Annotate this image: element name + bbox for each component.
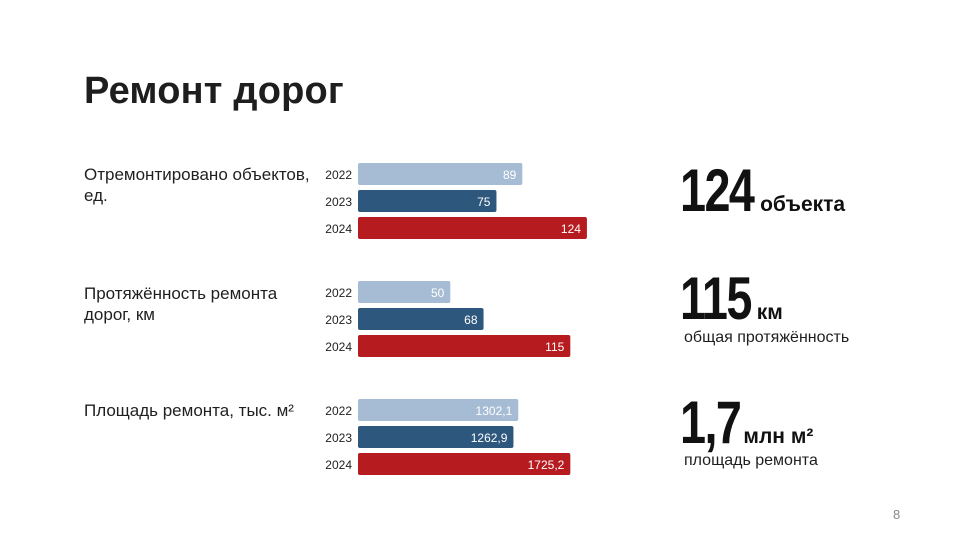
year-label-2022: 2022 — [325, 404, 352, 418]
chart-length-svg: 2022 50 2023 68 2024 115 — [325, 281, 571, 357]
year-label-2022: 2022 — [325, 168, 352, 182]
highlight-length-caption: общая протяжённость — [684, 329, 850, 346]
year-label-2023: 2023 — [325, 313, 352, 327]
year-label-2023: 2023 — [325, 195, 352, 209]
chart-area: 2022 1302,1 2023 1262,9 2024 1725,2 — [318, 396, 618, 476]
bar-2023 — [358, 308, 484, 330]
year-label-2023: 2023 — [325, 431, 352, 445]
highlight-area-unit: млн м² — [743, 425, 814, 448]
bar-2023 — [358, 426, 514, 448]
bar-value-label-2022: 1302,1 — [476, 404, 513, 418]
chart-label-area: Площадь ремонта, тыс. м² — [84, 401, 294, 420]
bar-value-label-2024: 1725,2 — [528, 458, 565, 472]
bar-2024 — [358, 453, 571, 475]
year-label-2022: 2022 — [325, 286, 352, 300]
bar-value-label-2023: 68 — [464, 313, 478, 327]
year-label-2024: 2024 — [325, 458, 352, 472]
bar-value-label-2022: 50 — [431, 286, 445, 300]
bar-value-label-2022: 89 — [503, 168, 517, 182]
highlight-area-value: 1,7 — [680, 389, 742, 456]
bar-value-label-2023: 1262,9 — [471, 431, 508, 445]
highlight-area-caption: площадь ремонта — [684, 452, 818, 469]
highlight-length: 115 км — [680, 264, 783, 333]
highlight-area: 1,7 млн м² — [680, 388, 813, 457]
bar-2023 — [358, 190, 497, 212]
page-number: 8 — [893, 507, 901, 522]
chart-length: 2022 50 2023 68 2024 115 — [318, 278, 618, 358]
bar-2022 — [358, 163, 523, 185]
bar-value-label-2023: 75 — [477, 195, 491, 209]
bar-value-label-2024: 115 — [545, 340, 564, 354]
chart-objects-svg: 2022 89 2023 75 2024 124 — [325, 163, 587, 239]
bar-2024 — [358, 335, 571, 357]
chart-area-svg: 2022 1302,1 2023 1262,9 2024 1725,2 — [325, 399, 571, 475]
bar-value-label-2024: 124 — [561, 222, 581, 236]
bar-2024 — [358, 217, 587, 239]
highlight-objects-value: 124 — [680, 157, 755, 224]
bar-2022 — [358, 399, 519, 421]
chart-objects: 2022 89 2023 75 2024 124 — [318, 160, 618, 240]
highlight-length-value: 115 — [680, 265, 752, 332]
bar-2022 — [358, 281, 451, 303]
year-label-2024: 2024 — [325, 222, 352, 236]
chart-label-length: Протяжённость ремонта дорог, км — [84, 284, 278, 324]
chart-label-objects: Отремонтировано объектов, ед. — [84, 165, 310, 205]
highlight-objects-unit: объекта — [760, 193, 846, 216]
page-title: Ремонт дорог — [84, 70, 344, 112]
highlight-objects: 124 объекта — [680, 156, 845, 225]
highlight-length-unit: км — [756, 301, 783, 324]
year-label-2024: 2024 — [325, 340, 352, 354]
